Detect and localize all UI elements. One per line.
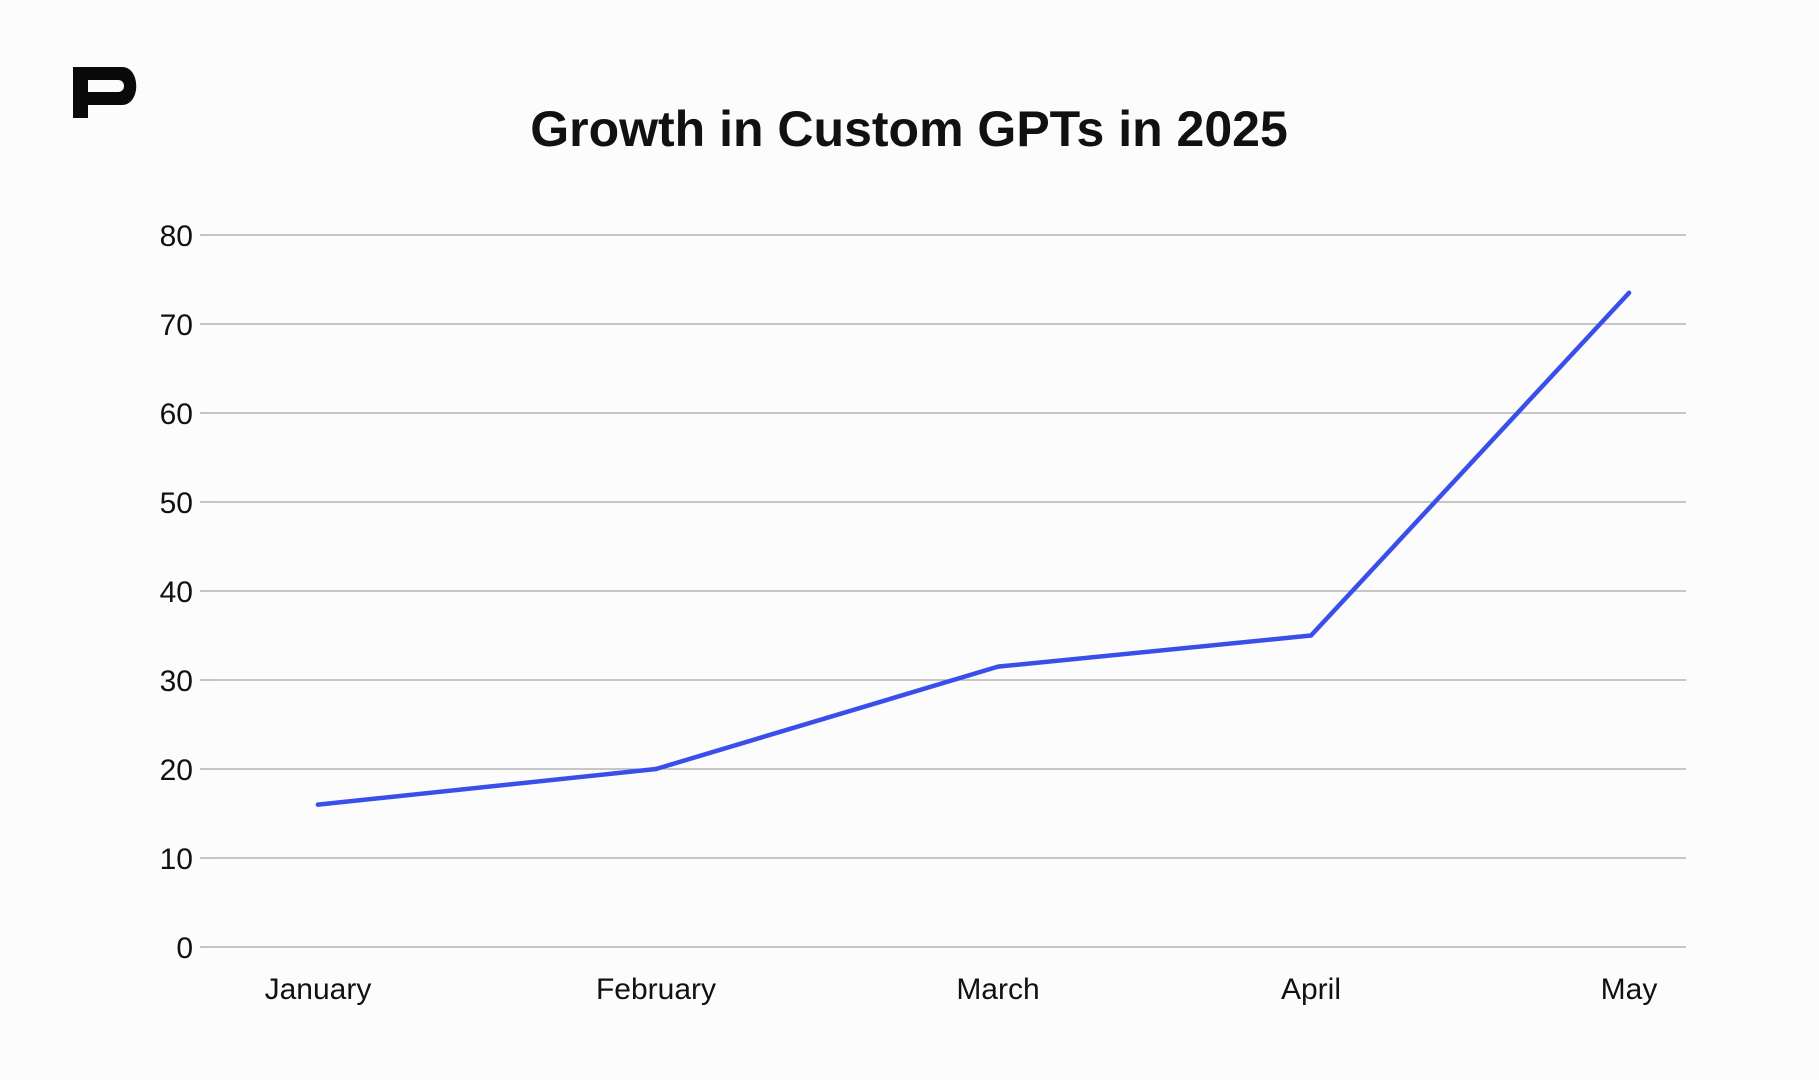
series-group (315, 290, 1632, 807)
y-tick-label: 30 (160, 665, 193, 698)
y-tick-label: 50 (160, 487, 193, 520)
y-tick-label: 10 (160, 843, 193, 876)
brand-logo: P (73, 67, 137, 118)
x-tick-label: January (265, 973, 372, 1006)
x-tick-label: February (596, 973, 716, 1006)
y-tick-label: 20 (160, 754, 193, 787)
y-tick-label: 70 (160, 309, 193, 342)
series-line-0 (315, 290, 1632, 807)
data-point (995, 664, 1001, 669)
data-point (1308, 633, 1314, 638)
chart-title: Growth in Custom GPTs in 2025 (530, 101, 1288, 157)
logo-p-glyph (73, 67, 137, 118)
grid (212, 234, 1686, 948)
y-tick-label: 80 (160, 220, 193, 253)
x-tick-label: March (956, 973, 1039, 1006)
y-axis: 0 10 20 30 40 50 60 70 80 (160, 220, 212, 965)
x-tick-label: April (1281, 973, 1341, 1006)
x-axis: January February March April May (265, 973, 1658, 1006)
y-tick-label: 60 (160, 398, 193, 431)
x-tick-label: May (1601, 973, 1658, 1006)
data-point (1626, 290, 1632, 296)
y-tick-label: 40 (160, 576, 193, 609)
data-point (653, 766, 659, 772)
y-tick-label: 0 (176, 932, 193, 965)
data-point (315, 802, 321, 807)
